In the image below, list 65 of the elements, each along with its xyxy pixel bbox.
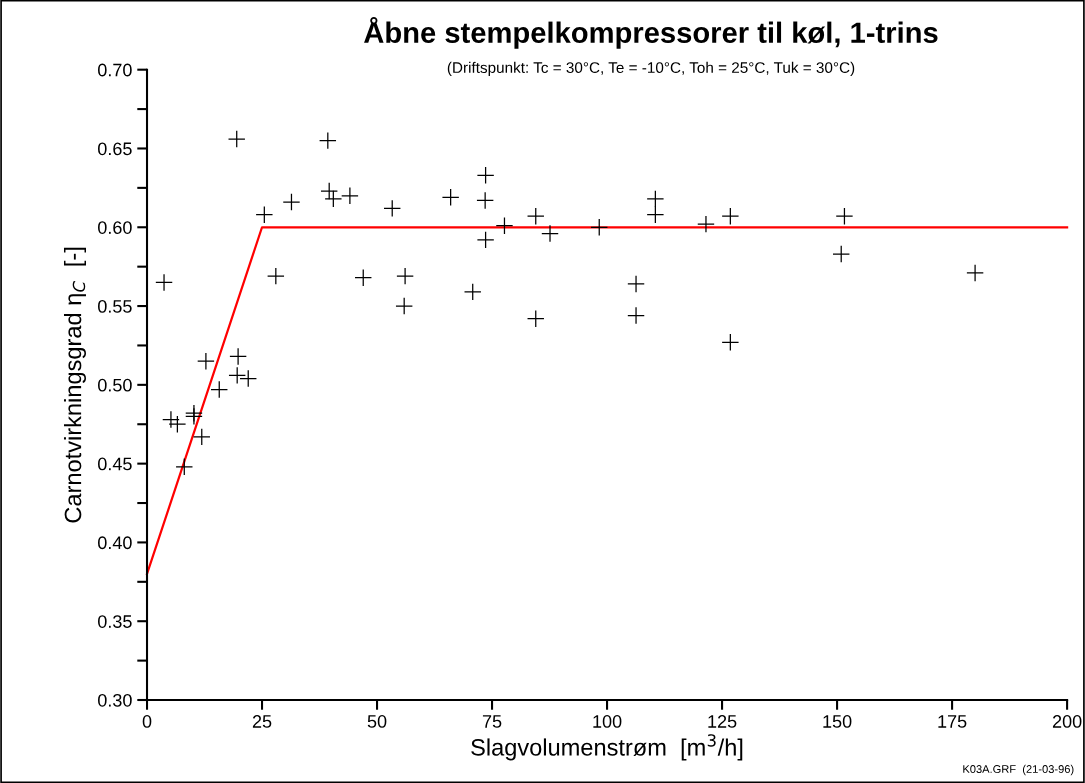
y-tick-label: 0.45 — [98, 457, 132, 471]
point — [476, 191, 494, 210]
point — [395, 297, 414, 315]
point — [476, 166, 495, 185]
point — [541, 224, 559, 243]
y-tick-label: 0.65 — [98, 142, 132, 156]
point — [266, 267, 285, 285]
point — [383, 199, 402, 218]
point — [227, 130, 246, 148]
point — [341, 186, 359, 205]
text: K03A.GRF (21-03-96) — [963, 764, 1074, 776]
x-tick-label: 150 — [823, 715, 852, 728]
point — [239, 369, 258, 388]
y-tick-label: 0.60 — [98, 221, 132, 234]
point — [210, 380, 229, 399]
point — [318, 131, 337, 150]
chart-title: Åbne stempelkompressorer til køl, 1-trins — [364, 16, 938, 49]
point — [162, 410, 180, 429]
point — [396, 267, 414, 285]
y-axis-title: Carnotvirkningsgrad η$_{C}$ [-] — [63, 247, 86, 523]
x-tick-label: 200 — [1052, 715, 1082, 728]
point — [646, 205, 665, 224]
y-tick-label: 0.70 — [98, 63, 132, 77]
point — [155, 273, 173, 292]
y-tick-label: 0.35 — [98, 615, 132, 628]
x-tick-label: 125 — [708, 715, 737, 728]
point — [320, 182, 339, 200]
point — [255, 205, 274, 224]
x-tick-label: 25 — [252, 715, 272, 728]
x-axis-title: Slagvolumenstrøm [m$^{3}$/h] — [471, 734, 743, 761]
point — [627, 306, 645, 325]
point — [228, 366, 247, 385]
point — [835, 207, 854, 226]
point — [324, 190, 343, 208]
point — [495, 216, 514, 235]
point — [441, 188, 460, 207]
point — [168, 415, 187, 434]
y-tick-label: 0.55 — [98, 299, 132, 313]
point — [526, 309, 545, 328]
x-tick-label: 175 — [938, 715, 967, 728]
x-tick-label: 75 — [482, 715, 502, 728]
point — [463, 283, 482, 301]
x-tick-label: 0 — [142, 715, 152, 728]
chart-subtitle: (Driftspunkt: Tc = 30°C, Te = -10°C, Toh = 25°C, Tuk = 30°C) — [447, 61, 855, 77]
x-tick-label: 100 — [593, 715, 622, 728]
x-tick-label: 50 — [367, 715, 387, 728]
y-tick-label: 0.50 — [98, 378, 132, 392]
point — [229, 347, 247, 366]
point — [192, 428, 211, 446]
point — [354, 268, 373, 287]
point — [646, 190, 665, 208]
point — [721, 333, 740, 352]
y-tick-label: 0.40 — [98, 536, 132, 550]
point — [282, 193, 301, 211]
point — [697, 215, 715, 233]
point — [832, 245, 851, 263]
point — [721, 207, 740, 226]
y-tick-label: 0.30 — [98, 693, 132, 707]
point — [590, 218, 609, 237]
point — [627, 275, 645, 293]
point — [197, 352, 215, 371]
point — [966, 264, 984, 282]
point — [476, 231, 495, 249]
point — [526, 207, 545, 226]
point — [175, 457, 194, 476]
